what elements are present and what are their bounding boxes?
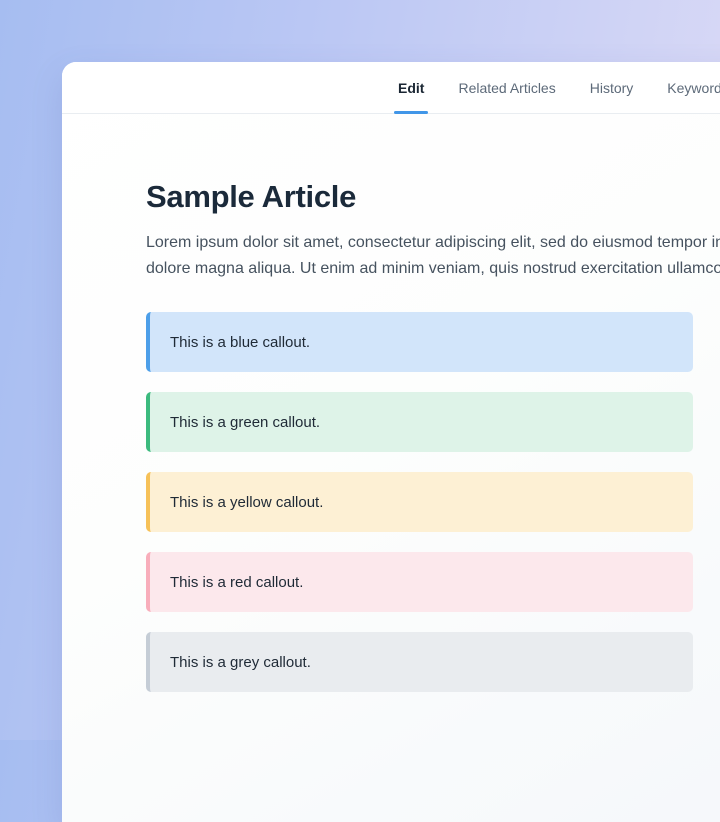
tab-bar: Edit Related Articles History Keywords	[62, 62, 720, 114]
callout-list: This is a blue callout. This is a green …	[146, 312, 693, 692]
tab-keywords[interactable]: Keywords	[667, 62, 720, 113]
callout-green-text: This is a green callout.	[170, 413, 321, 431]
tab-keywords-label: Keywords	[667, 79, 720, 96]
tab-history[interactable]: History	[590, 62, 634, 113]
active-tab-indicator	[394, 111, 429, 114]
callout-yellow-text: This is a yellow callout.	[170, 493, 324, 511]
callout-blue-text: This is a blue callout.	[170, 333, 311, 351]
tab-related-articles-label: Related Articles	[458, 79, 556, 96]
editor-panel: Edit Related Articles History Keywords S…	[62, 62, 720, 822]
callout-green: This is a green callout.	[146, 392, 693, 452]
tab-edit-label: Edit	[398, 79, 425, 96]
article-content: Sample Article Lorem ipsum dolor sit ame…	[62, 114, 720, 692]
page-title: Sample Article	[146, 179, 357, 214]
article-body-text: Lorem ipsum dolor sit amet, consectetur …	[146, 234, 720, 277]
callout-grey-text: This is a grey callout.	[170, 653, 311, 671]
callout-red: This is a red callout.	[146, 552, 693, 612]
tab-edit[interactable]: Edit	[394, 62, 429, 114]
callout-yellow: This is a yellow callout.	[146, 472, 693, 532]
tab-related-articles[interactable]: Related Articles	[458, 62, 555, 113]
callout-grey: This is a grey callout.	[146, 632, 693, 692]
callout-red-text: This is a red callout.	[170, 573, 304, 591]
tab-history-label: History	[589, 79, 634, 96]
callout-blue: This is a blue callout.	[146, 312, 693, 372]
